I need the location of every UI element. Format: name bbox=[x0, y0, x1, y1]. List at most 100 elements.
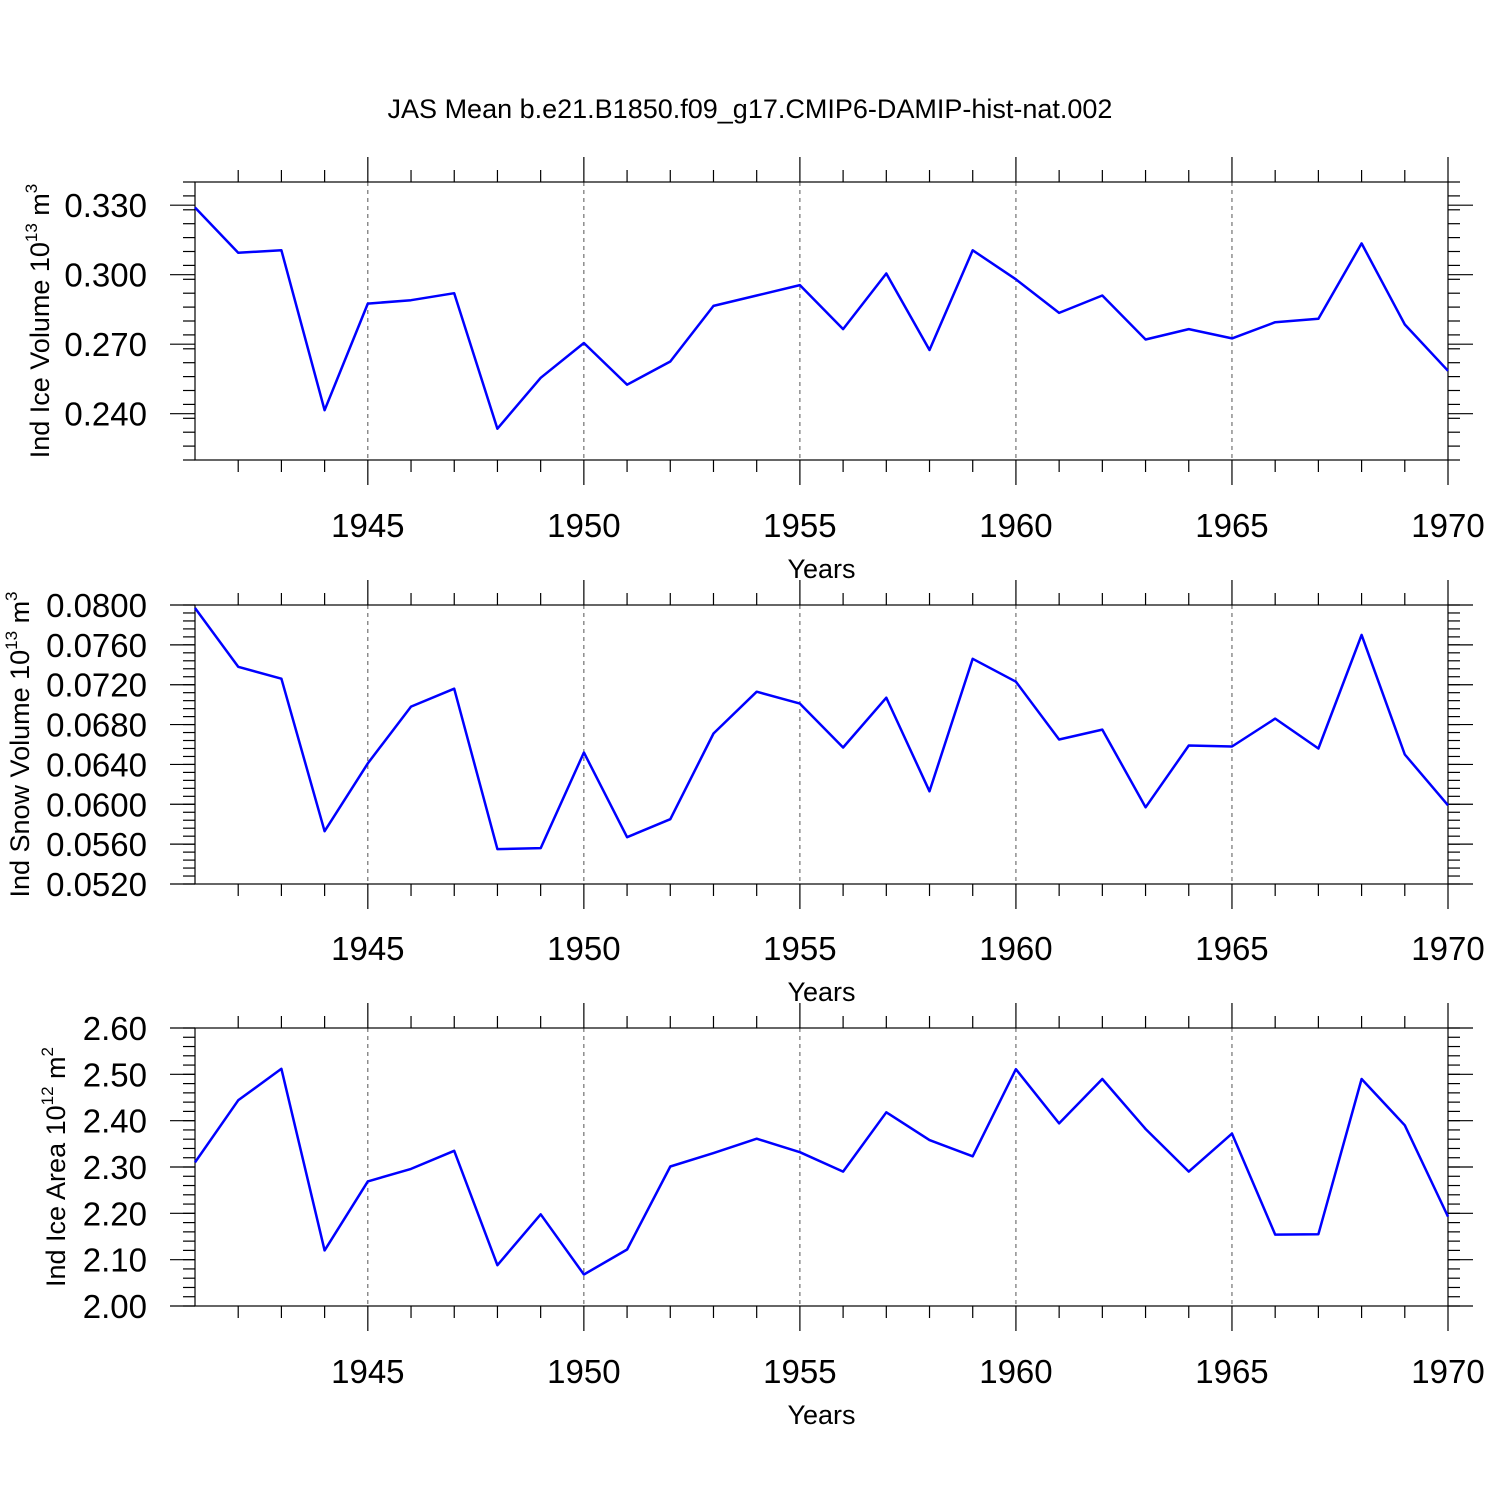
data-point bbox=[236, 251, 240, 255]
x-tick-label: 1955 bbox=[763, 1353, 836, 1390]
data-point bbox=[495, 847, 499, 851]
data-point bbox=[1144, 805, 1148, 809]
data-point bbox=[1403, 323, 1407, 327]
data-point bbox=[668, 1165, 672, 1169]
panels: 1945 1950 1955 1960 1965 1970 Years 0.240 0.270 0… bbox=[2, 157, 1485, 1430]
data-point bbox=[1014, 1067, 1018, 1071]
y-axis-title-ylabel-exp: 13 bbox=[22, 223, 41, 242]
data-point bbox=[625, 1248, 629, 1252]
data-point bbox=[798, 283, 802, 287]
y-axis-title-ylabel-unit-exp: 2 bbox=[38, 1047, 57, 1056]
data-point bbox=[452, 687, 456, 691]
y-tick-label: 2.10 bbox=[83, 1242, 147, 1279]
x-tick-label: 1945 bbox=[331, 507, 404, 544]
y-tick-label: 2.30 bbox=[83, 1149, 147, 1186]
data-point bbox=[928, 789, 932, 793]
data-point bbox=[1100, 728, 1104, 732]
data-point bbox=[712, 732, 716, 736]
y-axis-title-ylabel-unit-exp: 3 bbox=[22, 184, 41, 193]
plot-frame bbox=[194, 604, 1449, 885]
data-point bbox=[582, 341, 586, 345]
data-point bbox=[971, 248, 975, 252]
x-tick-label: 1965 bbox=[1195, 507, 1268, 544]
data-point bbox=[1230, 336, 1234, 340]
data-point bbox=[409, 1167, 413, 1171]
y-axis-title-ylabel-exp: 13 bbox=[2, 631, 21, 650]
data-point bbox=[279, 1067, 283, 1071]
y-tick-label: 2.00 bbox=[83, 1288, 147, 1325]
data-point bbox=[755, 1137, 759, 1141]
plot-frame bbox=[194, 1027, 1449, 1307]
data-point bbox=[1014, 277, 1018, 281]
data-point bbox=[1144, 1127, 1148, 1131]
data-point bbox=[928, 348, 932, 352]
y-axis-title: Ind Ice Area 1012 m2 bbox=[38, 1047, 71, 1287]
data-point bbox=[1316, 747, 1320, 751]
series-line bbox=[194, 206, 1449, 430]
x-tick-label: 1960 bbox=[979, 930, 1052, 967]
x-tick-label: 1965 bbox=[1195, 930, 1268, 967]
data-point bbox=[495, 1263, 499, 1267]
data-point bbox=[323, 1248, 327, 1252]
data-point bbox=[1403, 753, 1407, 757]
data-point bbox=[798, 1150, 802, 1154]
data-point bbox=[452, 1149, 456, 1153]
data-point bbox=[236, 665, 240, 669]
data-point bbox=[366, 1179, 370, 1183]
chart-snow-volume: 1945 1950 1955 1960 1965 1970 Years 0.05200.056… bbox=[2, 580, 1485, 1007]
data-point bbox=[539, 846, 543, 850]
data-point bbox=[1014, 680, 1018, 684]
data-point bbox=[668, 360, 672, 364]
data-point bbox=[1446, 1215, 1450, 1219]
data-point bbox=[884, 272, 888, 276]
x-tick-label: 1960 bbox=[979, 507, 1052, 544]
data-point bbox=[409, 705, 413, 709]
data-point bbox=[971, 657, 975, 661]
x-tick-label: 1970 bbox=[1411, 1353, 1484, 1390]
data-point bbox=[884, 696, 888, 700]
y-axis-title-ylabel: Ind Snow Volume 10 bbox=[5, 650, 35, 898]
data-point bbox=[625, 835, 629, 839]
data-point bbox=[323, 408, 327, 412]
data-point bbox=[1100, 1077, 1104, 1081]
x-tick-label: 1960 bbox=[979, 1353, 1052, 1390]
data-point bbox=[841, 1170, 845, 1174]
data-point bbox=[971, 1154, 975, 1158]
y-tick-label: 0.0640 bbox=[46, 746, 147, 783]
y-tick-label: 0.0760 bbox=[46, 627, 147, 664]
y-tick-label: 2.20 bbox=[83, 1195, 147, 1232]
y-tick-label: 0.240 bbox=[64, 396, 147, 433]
y-tick-label: 2.50 bbox=[83, 1056, 147, 1093]
data-point bbox=[193, 606, 197, 610]
data-point bbox=[1100, 294, 1104, 298]
y-axis-title: Ind Ice Volume 1013 m3 bbox=[22, 184, 55, 459]
data-point bbox=[279, 248, 283, 252]
y-axis-title-ylabel-unit: m bbox=[41, 1056, 71, 1086]
x-tick-label: 1945 bbox=[331, 930, 404, 967]
data-point bbox=[366, 761, 370, 765]
y-tick-label: 0.0600 bbox=[46, 786, 147, 823]
data-point bbox=[755, 294, 759, 298]
y-axis-title-ylabel: Ind Ice Area 10 bbox=[41, 1105, 71, 1287]
data-point bbox=[409, 298, 413, 302]
data-point bbox=[1316, 1232, 1320, 1236]
y-axis-title-ylabel-unit: m bbox=[25, 193, 55, 223]
data-point bbox=[668, 817, 672, 821]
y-tick-label: 0.270 bbox=[64, 326, 147, 363]
y-tick-label: 0.300 bbox=[64, 257, 147, 294]
data-point bbox=[1403, 1123, 1407, 1127]
data-point bbox=[193, 1160, 197, 1164]
x-axis-title: Years bbox=[787, 977, 855, 1007]
figure-title: JAS Mean b.e21.B1850.f09_g17.CMIP6-DAMIP… bbox=[388, 94, 1113, 124]
data-point bbox=[452, 291, 456, 295]
data-point bbox=[366, 302, 370, 306]
x-axis-title: Years bbox=[787, 1400, 855, 1430]
data-point bbox=[495, 427, 499, 431]
data-point bbox=[236, 1098, 240, 1102]
y-axis-title-ylabel: Ind Ice Volume 10 bbox=[25, 242, 55, 458]
y-tick-label: 0.330 bbox=[64, 187, 147, 224]
y-axis-title-ylabel-exp: 12 bbox=[38, 1086, 57, 1105]
y-axis-title-ylabel-unit: m bbox=[5, 601, 35, 631]
chart-ice-volume: 1945 1950 1955 1960 1965 1970 Years 0.240 0.270 0… bbox=[22, 157, 1485, 584]
